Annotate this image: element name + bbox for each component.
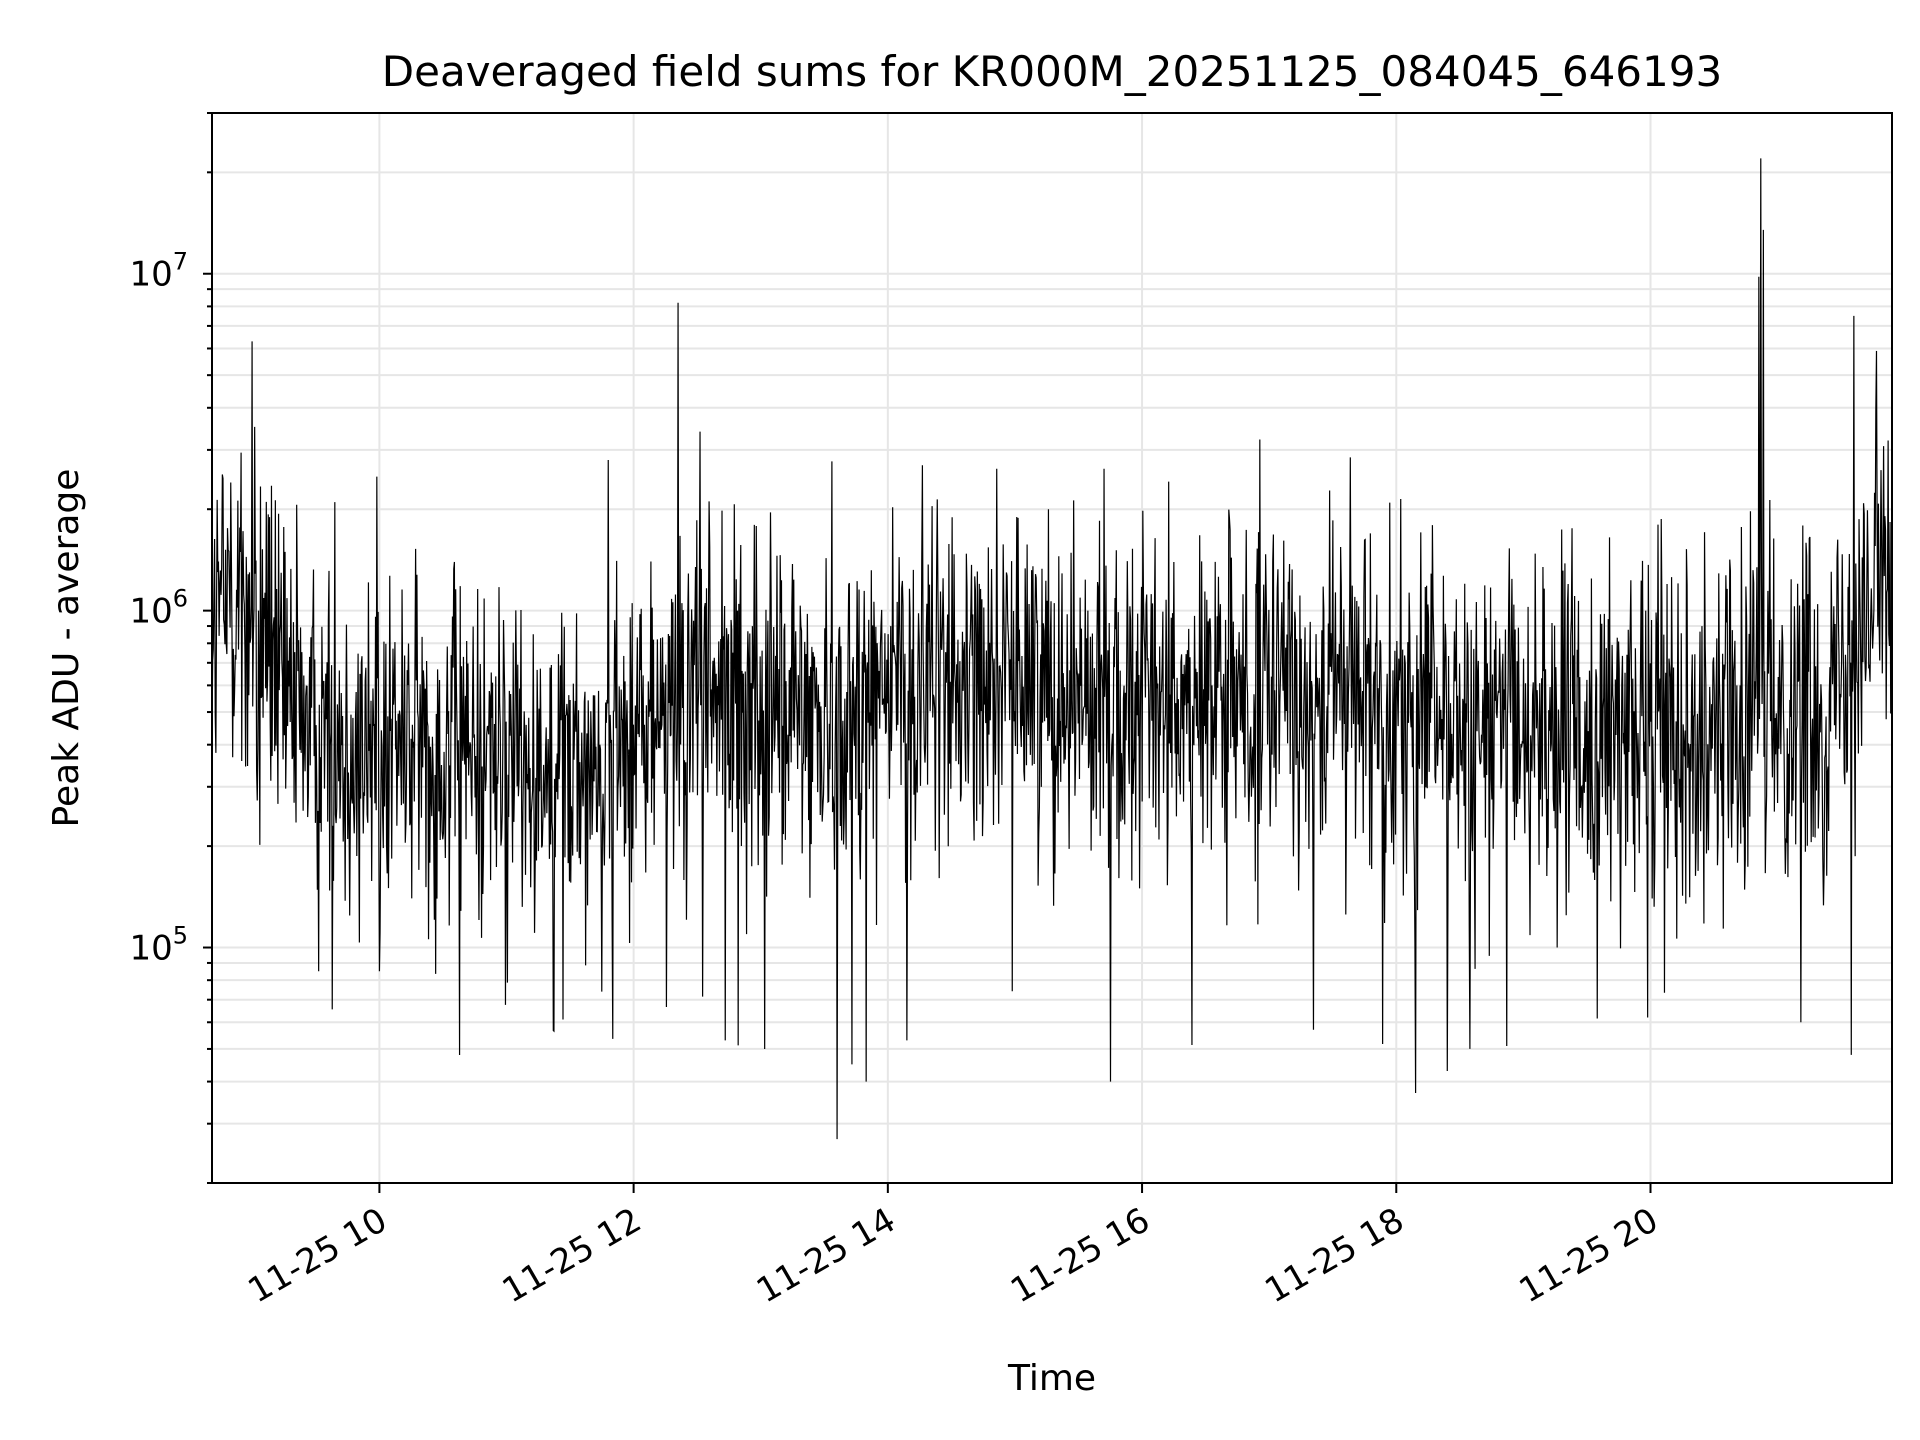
data-series-line: [211, 158, 1893, 1140]
plot-frame: [211, 112, 1893, 1184]
y-tick-label: 107: [129, 248, 188, 295]
y-tick-label: 105: [129, 922, 188, 969]
chart-title: Deaveraged field sums for KR000M_2025112…: [382, 47, 1722, 96]
y-axis-label: Peak ADU - average: [46, 469, 87, 828]
x-axis-label: Time: [1007, 1358, 1096, 1399]
series-line-peak-adu: [211, 158, 1893, 1140]
grid-lines: [212, 112, 1892, 1184]
y-tick-label: 106: [129, 585, 188, 632]
